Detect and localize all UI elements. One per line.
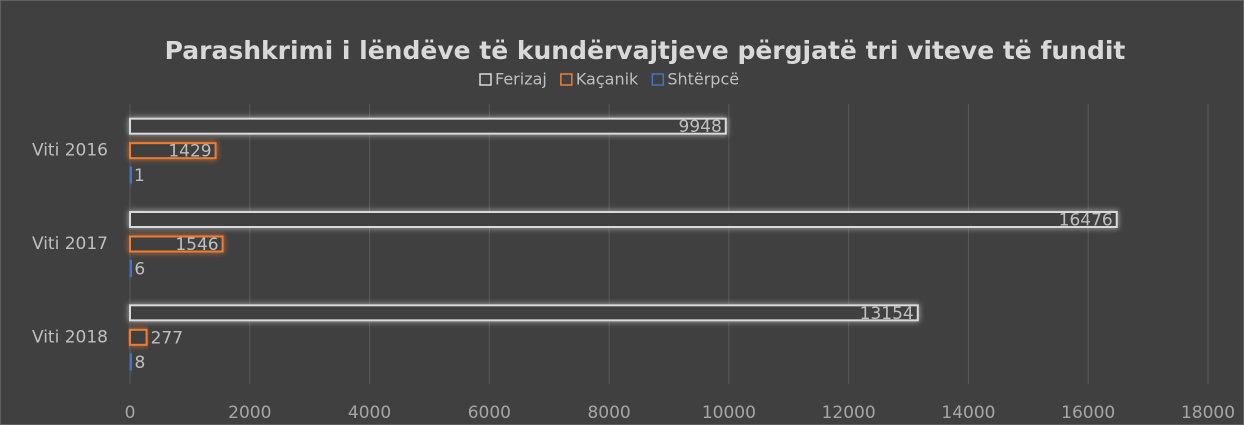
bar <box>129 304 919 322</box>
data-label: 8 <box>134 353 145 373</box>
chart-title: Parashkrimi i lëndëve të kundërvajtjeve … <box>165 36 1126 65</box>
category-label: Viti 2018 <box>32 327 108 347</box>
x-tick-label: 2000 <box>228 403 271 423</box>
category-label: Viti 2016 <box>32 141 108 161</box>
data-label: 277 <box>151 328 183 348</box>
x-tick-label: 4000 <box>348 403 391 423</box>
bar <box>129 235 224 253</box>
x-tick-label: 18000 <box>1181 403 1235 423</box>
legend-label: Kaçanik <box>576 70 639 89</box>
data-label: 9948 <box>679 117 722 137</box>
x-tick-label: 16000 <box>1061 403 1115 423</box>
data-label: 1546 <box>175 235 218 255</box>
data-label: 1429 <box>168 142 211 162</box>
x-tick-label: 8000 <box>587 403 630 423</box>
category-label: Viti 2017 <box>32 234 108 254</box>
x-tick-label: 10000 <box>702 403 756 423</box>
x-tick-label: 6000 <box>468 403 511 423</box>
bar <box>129 328 148 346</box>
data-label: 16476 <box>1059 211 1113 231</box>
data-label: 6 <box>134 260 145 280</box>
bar <box>129 142 217 160</box>
data-label: 1 <box>134 166 145 186</box>
legend-swatch <box>651 73 665 86</box>
bar <box>129 353 133 371</box>
legend-label: Ferizaj <box>495 70 547 89</box>
x-tick-label: 0 <box>125 403 136 423</box>
legend-label: Shtërpcë <box>667 70 739 89</box>
legend-swatch <box>560 73 573 86</box>
bar <box>129 211 1118 228</box>
legend-swatch <box>479 73 492 86</box>
bar <box>129 117 727 135</box>
x-tick-label: 12000 <box>822 403 876 423</box>
bar <box>129 166 133 184</box>
bar <box>129 260 133 277</box>
data-label: 13154 <box>860 304 914 324</box>
x-tick-label: 14000 <box>941 403 995 423</box>
